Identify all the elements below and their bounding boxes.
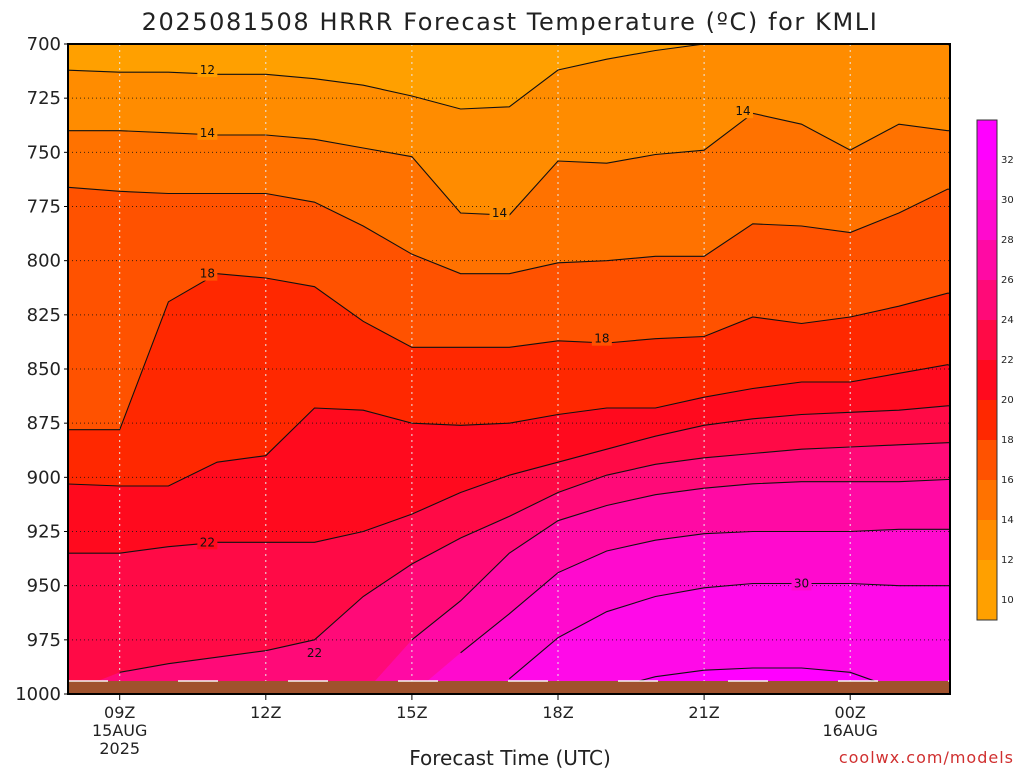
isotherm-20 — [68, 364, 950, 487]
x-axis-label: Forecast Time (UTC) — [409, 746, 611, 768]
contour-label-bg — [591, 331, 612, 346]
colorbar-tick-label: 20 — [1001, 395, 1014, 406]
colorbar: 10 12 14 16 18 20 22 24 26 28 30 32 — [976, 119, 1014, 621]
colorbar-frame — [976, 119, 998, 621]
x-tick-label: 15AUG — [92, 721, 147, 740]
colorbar-tick-label: 30 — [1001, 195, 1014, 206]
colorbar-swatch-10 — [977, 560, 997, 620]
isotherm-14 — [68, 112, 950, 216]
contour-label-bg — [489, 206, 510, 220]
y-tick-label: 975 — [27, 630, 61, 651]
colorbar-tick-label: 28 — [1001, 235, 1014, 246]
colorbar-swatch-12 — [977, 520, 997, 560]
credit-text: coolwx.com/models — [839, 748, 1014, 767]
plot-area: 12 14 14 14 18 18 22 22 30 — [68, 44, 950, 694]
contour-label: 18 — [200, 267, 215, 281]
colorbar-swatch-22 — [977, 320, 997, 360]
colorbar-swatch-32 — [977, 120, 997, 160]
y-tick-label: 725 — [27, 88, 61, 109]
colorbar-tick-label: 32 — [1001, 155, 1014, 166]
isotherm-32 — [606, 667, 900, 691]
contour-label-bg — [791, 576, 812, 591]
contour-label: 30 — [794, 577, 809, 591]
colorbar-swatch-14 — [977, 480, 997, 520]
x-tick-label: 09Z — [104, 703, 135, 722]
colorbar-swatch-20 — [977, 360, 997, 400]
y-tick-label: 950 — [27, 576, 61, 597]
y-tick-label: 825 — [27, 305, 61, 326]
y-tick-label: 700 — [27, 34, 61, 55]
isotherm-26 — [411, 478, 950, 641]
contour-label: 14 — [735, 104, 750, 118]
x-tick-label: 2025 — [99, 739, 140, 758]
isotherm-22 — [68, 405, 950, 554]
isotherm-lines — [68, 44, 950, 691]
isotherm-18 — [68, 273, 950, 431]
y-tick-label: 850 — [27, 359, 61, 380]
colorbar-swatch-26 — [977, 240, 997, 280]
y-tick-label: 750 — [27, 142, 61, 163]
y-axis: 700 725 750 775 800 825 850 875 900 925 950 975 1000 — [15, 34, 68, 705]
temperature-bands — [68, 44, 950, 694]
chart-title: 2025081508 HRRR Forecast Temperature (ºC… — [142, 8, 879, 36]
x-tick-label: 00Z — [835, 703, 866, 722]
isotherm-30 — [508, 582, 950, 680]
y-tick-label: 900 — [27, 467, 61, 488]
colorbar-tick-label: 24 — [1001, 315, 1014, 326]
x-tick-label: 18Z — [542, 703, 573, 722]
x-tick-label: 12Z — [250, 703, 281, 722]
isotherm-28 — [460, 528, 950, 654]
y-tick-label: 875 — [27, 413, 61, 434]
y-tick-label: 800 — [27, 251, 61, 272]
colorbar-tick-label: 26 — [1001, 275, 1014, 286]
colorbar-tick-label: 10 — [1001, 595, 1014, 606]
y-tick-label: 1000 — [15, 684, 61, 705]
y-tick-label: 775 — [27, 197, 61, 218]
contour-label-bg — [197, 125, 218, 140]
contour-label: 14 — [200, 126, 215, 140]
contour-label-bg — [197, 535, 218, 550]
y-tick-label: 925 — [27, 522, 61, 543]
colorbar-tick-label: 16 — [1001, 475, 1014, 486]
contour-label: 18 — [594, 332, 609, 346]
contour-label: 14 — [492, 206, 507, 220]
colorbar-swatch-24 — [977, 280, 997, 320]
contour-label: 22 — [200, 535, 215, 549]
contour-label-bg — [733, 104, 754, 119]
colorbar-swatch-30 — [977, 160, 997, 200]
contour-label-bg — [197, 266, 218, 281]
ground-surface — [68, 681, 950, 694]
contour-labels: 12 14 14 14 18 18 22 22 30 — [197, 63, 812, 660]
isotherm-16 — [68, 186, 950, 275]
contour-label: 12 — [200, 63, 215, 77]
colorbar-tick-label: 22 — [1001, 355, 1014, 366]
contour-label-bg — [197, 63, 218, 77]
isotherm-24 — [119, 442, 950, 673]
band-30 — [68, 583, 950, 694]
colorbar-tick-label: 12 — [1001, 555, 1014, 566]
colorbar-swatch-18 — [977, 400, 997, 440]
x-tick-label: 21Z — [688, 703, 719, 722]
ground-strip — [68, 680, 950, 694]
isotherm-12 — [68, 44, 950, 110]
colorbar-tick-label: 18 — [1001, 435, 1014, 446]
contour-label: 22 — [307, 646, 322, 660]
x-tick-label: 15Z — [396, 703, 427, 722]
contour-label-bg — [304, 645, 325, 660]
colorbar-swatch-28 — [977, 200, 997, 240]
x-tick-label: 16AUG — [822, 721, 877, 740]
colorbar-tick-label: 14 — [1001, 515, 1014, 526]
colorbar-swatch-16 — [977, 440, 997, 480]
